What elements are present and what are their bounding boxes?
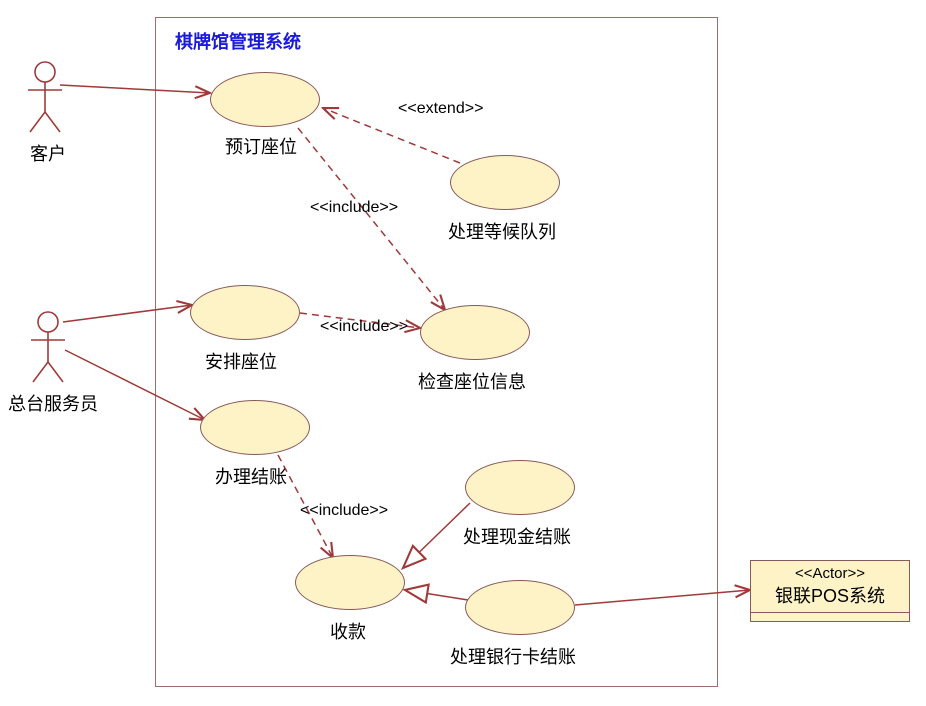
stereo-include2: <<include>> bbox=[320, 318, 408, 336]
actor-pos-box: <<Actor>> 银联POS系统 bbox=[750, 560, 910, 622]
usecase-cash-label: 处理现金结账 bbox=[463, 523, 571, 549]
edge-cash-to-collect bbox=[403, 503, 470, 568]
stereo-include1: <<include>> bbox=[310, 199, 398, 217]
usecase-queue bbox=[450, 155, 560, 210]
edge-reserve-to-check bbox=[298, 128, 445, 310]
usecase-collect-label: 收款 bbox=[330, 618, 366, 644]
usecase-checkout-label: 办理结账 bbox=[215, 463, 287, 489]
actor-customer bbox=[28, 62, 62, 132]
actor-pos-stereotype: <<Actor>> bbox=[751, 561, 909, 582]
actor-pos-name: 银联POS系统 bbox=[751, 582, 909, 613]
usecase-card bbox=[465, 580, 575, 635]
diagram-canvas: 棋牌馆管理系统 客户 总台服务员 bbox=[0, 0, 926, 706]
stereo-extend: <<extend>> bbox=[398, 100, 483, 118]
actor-receptionist-label: 总台服务员 bbox=[8, 390, 98, 416]
usecase-checkout bbox=[200, 400, 310, 455]
usecase-reserve bbox=[210, 72, 320, 127]
usecase-queue-label: 处理等候队列 bbox=[448, 218, 556, 244]
edge-customer-to-reserve bbox=[60, 85, 210, 93]
usecase-cash bbox=[465, 460, 575, 515]
usecase-check-label: 检查座位信息 bbox=[418, 368, 526, 394]
edge-card-to-collect bbox=[405, 590, 468, 600]
actor-receptionist bbox=[31, 312, 65, 382]
usecase-arrange bbox=[190, 285, 300, 340]
stereo-include3: <<include>> bbox=[300, 502, 388, 520]
actor-customer-label: 客户 bbox=[30, 140, 66, 166]
usecase-card-label: 处理银行卡结账 bbox=[450, 643, 576, 669]
usecase-collect bbox=[295, 555, 405, 610]
usecase-arrange-label: 安排座位 bbox=[205, 348, 277, 374]
usecase-check bbox=[420, 305, 530, 360]
usecase-reserve-label: 预订座位 bbox=[225, 133, 297, 159]
edge-receptionist-to-arrange bbox=[63, 305, 192, 322]
actor-pos-footer bbox=[751, 613, 909, 621]
edge-card-to-pos bbox=[575, 590, 750, 605]
